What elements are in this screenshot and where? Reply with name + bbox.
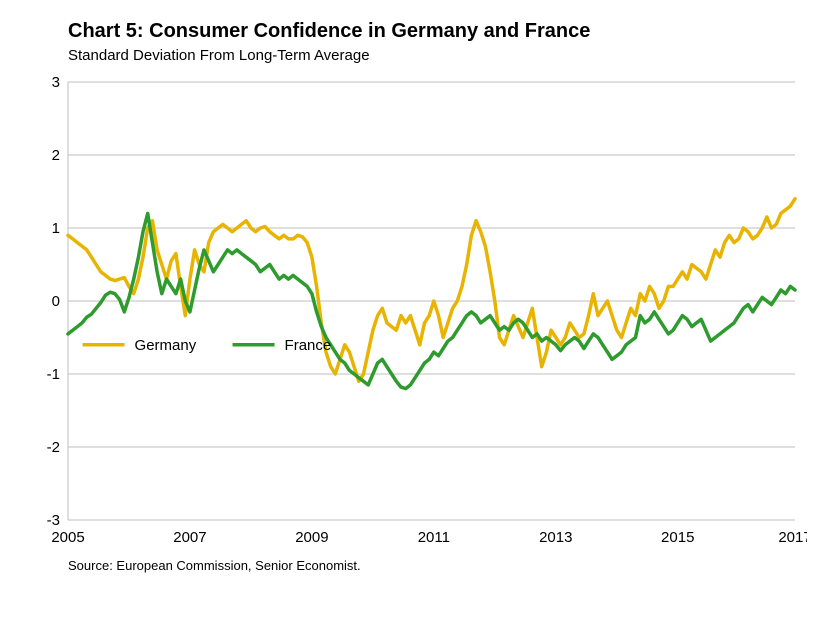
y-axis-label: -3 bbox=[47, 512, 60, 529]
x-axis-label: 2005 bbox=[51, 529, 84, 546]
legend-label-france: France bbox=[285, 337, 332, 354]
y-axis-label: 3 bbox=[52, 74, 60, 91]
x-axis-label: 2017 bbox=[778, 529, 807, 546]
y-axis-label: -2 bbox=[47, 439, 60, 456]
chart-source: Source: European Commission, Senior Econ… bbox=[68, 558, 807, 573]
legend-label-germany: Germany bbox=[135, 337, 197, 354]
x-axis-label: 2009 bbox=[295, 529, 328, 546]
x-axis-label: 2015 bbox=[661, 529, 694, 546]
y-axis-label: -1 bbox=[47, 366, 60, 383]
chart-container: Chart 5: Consumer Confidence in Germany … bbox=[20, 20, 807, 597]
x-axis-label: 2011 bbox=[418, 529, 450, 546]
x-axis-label: 2007 bbox=[173, 529, 206, 546]
chart-title: Chart 5: Consumer Confidence in Germany … bbox=[68, 20, 807, 43]
x-axis-label: 2013 bbox=[539, 529, 572, 546]
y-axis-label: 0 bbox=[52, 293, 60, 310]
y-axis-label: 2 bbox=[52, 147, 60, 164]
y-axis-label: 1 bbox=[52, 220, 60, 237]
plot-area: -3 -2 -1 0 1 2 3 2005 2007 2009 2011 2013 2015 2017 Ge… bbox=[20, 72, 807, 552]
chart-subtitle: Standard Deviation From Long-Term Averag… bbox=[68, 47, 807, 64]
chart-svg: -3 -2 -1 0 1 2 3 2005 2007 2009 2011 2013 2015 2017 Ge… bbox=[20, 72, 807, 552]
